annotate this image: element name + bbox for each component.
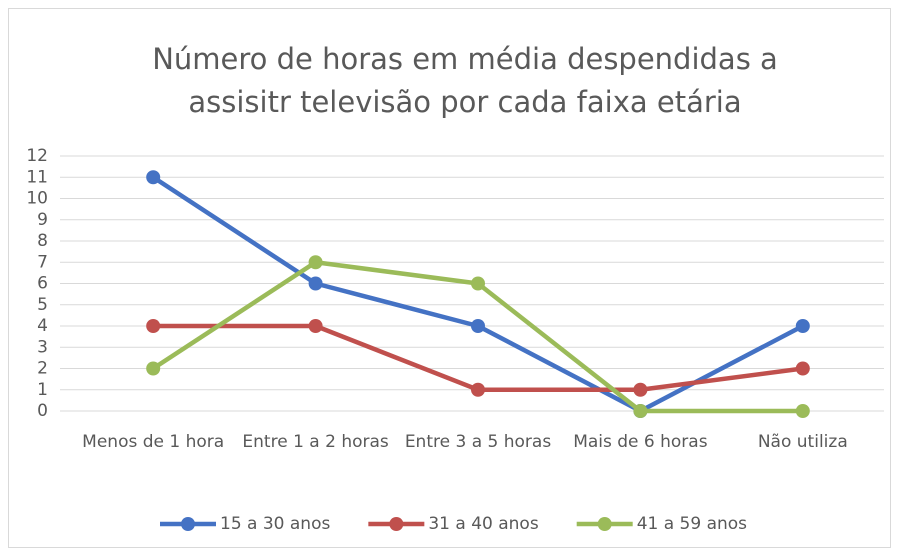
data-point [471, 276, 485, 291]
y-tick-label: 3 [37, 337, 48, 357]
y-tick-label: 1 [37, 380, 48, 400]
legend-label: 15 a 30 anos [220, 514, 330, 534]
data-point [308, 319, 323, 333]
y-tick-label: 4 [37, 316, 48, 336]
x-tick-label: Entre 1 a 2 horas [242, 432, 389, 452]
y-tick-label: 6 [37, 274, 48, 294]
data-point [795, 361, 810, 376]
data-point [308, 255, 323, 270]
data-point [146, 170, 161, 185]
y-tick-label: 11 [26, 167, 48, 187]
legend-label: 41 a 59 anos [637, 514, 747, 534]
y-tick-label: 5 [37, 295, 48, 315]
x-tick-label: Entre 3 a 5 horas [404, 432, 552, 452]
y-tick-label: 12 [26, 146, 48, 166]
x-tick-label: Mais de 6 horas [573, 432, 708, 452]
y-tick-label: 7 [37, 252, 48, 272]
data-point [633, 382, 648, 397]
data-point [146, 319, 161, 333]
legend-marker [389, 517, 404, 531]
legend-label: 31 a 40 anos [428, 514, 538, 534]
data-point [308, 276, 323, 291]
data-point [471, 319, 485, 333]
data-point [146, 361, 161, 376]
data-point [471, 382, 485, 397]
x-tick-label: Menos de 1 hora [82, 432, 225, 452]
data-point [633, 404, 648, 418]
data-point [795, 404, 810, 418]
y-tick-label: 9 [37, 210, 48, 230]
y-tick-label: 8 [37, 231, 48, 251]
data-point [795, 319, 810, 333]
y-tick-label: 10 [26, 189, 48, 209]
x-tick-label: Não utiliza [757, 432, 848, 452]
y-tick-label: 0 [37, 401, 48, 421]
chart-title: Número de horas em média despendidas a a… [152, 42, 778, 119]
y-tick-label: 2 [37, 359, 48, 379]
legend-marker [181, 517, 195, 531]
legend-marker [597, 517, 612, 531]
